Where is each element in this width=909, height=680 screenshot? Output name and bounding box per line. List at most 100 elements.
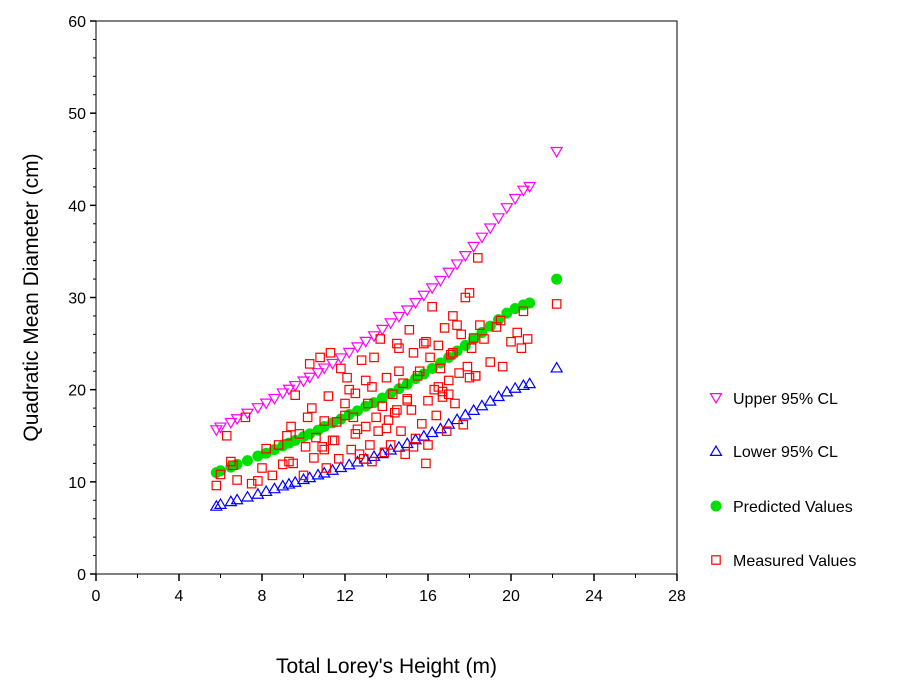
series-1 [209,361,564,511]
data-point [317,442,327,452]
x-tick-label: 8 [258,588,267,605]
data-point [334,460,348,473]
data-point [425,352,435,363]
data-point [425,283,439,295]
data-point [464,372,475,383]
data-point [282,384,296,396]
data-point [508,193,522,206]
data-point [350,342,364,354]
data-point [408,348,419,358]
data-point [209,425,223,437]
data-point [501,307,513,319]
data-point [394,366,404,377]
x-tick-label: 16 [419,588,437,605]
data-point [398,378,408,389]
data-point [267,470,278,481]
data-point [404,324,415,335]
data-point [323,391,334,401]
data-point [311,368,325,380]
data-point [406,405,417,415]
data-point [459,339,471,351]
data-point [402,395,413,406]
data-point [367,449,381,462]
data-point [427,301,437,312]
data-point [419,338,429,349]
data-point [267,393,281,406]
data-point [246,478,257,489]
data-point [230,493,244,505]
data-point [329,435,340,446]
data-point [288,380,302,393]
data-point [523,377,537,389]
legend-item: Predicted Values [710,499,853,516]
data-point [437,386,448,397]
data-point [456,329,466,340]
legend-label: Predicted Values [733,499,853,516]
data-point [551,299,562,309]
data-point [321,463,332,473]
data-point [506,336,516,347]
data-point [307,403,317,413]
data-point [409,298,423,310]
data-point [359,336,373,348]
data-point [286,421,296,432]
data-point [259,398,273,410]
data-point [400,449,410,459]
data-point [379,447,390,458]
y-tick-label: 20 [68,383,86,400]
y-tick-label: 10 [68,475,86,492]
data-point [340,398,350,409]
x-tick-label: 0 [92,588,101,605]
data-point [304,359,315,369]
data-point [454,368,464,378]
data-point [437,392,448,402]
legend-item: Upper 95% CL [709,391,838,408]
data-point [433,275,447,288]
data-point [350,455,364,467]
data-point [326,358,340,370]
data-point [251,403,265,415]
data-point [317,363,331,375]
data-point [215,469,226,480]
y-tick-label: 30 [68,291,86,308]
data-point [387,389,398,400]
data-point [336,363,346,374]
data-point [363,398,373,409]
data-point [232,475,242,485]
legend-label: Upper 95% CL [733,391,838,408]
data-point [257,463,267,473]
data-point [315,352,325,363]
data-point [241,455,253,467]
data-point [230,414,244,426]
data-point [497,361,508,372]
data-point [551,273,563,285]
data-point [273,440,284,450]
data-point [516,343,527,353]
y-tick-label: 40 [68,198,86,215]
data-point [240,490,255,502]
data-point [400,305,414,317]
data-point [342,372,352,383]
y-tick-label: 0 [77,567,86,584]
data-point [414,366,425,377]
data-point [371,412,381,423]
data-point [516,185,530,197]
data-point [426,362,438,374]
legend-label: Lower 95% CL [733,444,838,461]
data-point [326,463,340,475]
data-point [384,318,398,330]
data-point [276,388,290,400]
data-point [375,324,389,336]
data-point [433,340,444,351]
data-point [327,435,338,446]
data-point [365,440,375,450]
data-point [417,290,431,302]
data-point [367,456,377,467]
legend-marker [711,555,721,565]
data-point [261,443,271,454]
data-point [290,390,300,400]
data-point [340,410,350,421]
data-point [346,444,357,455]
plot-frame [95,20,678,575]
